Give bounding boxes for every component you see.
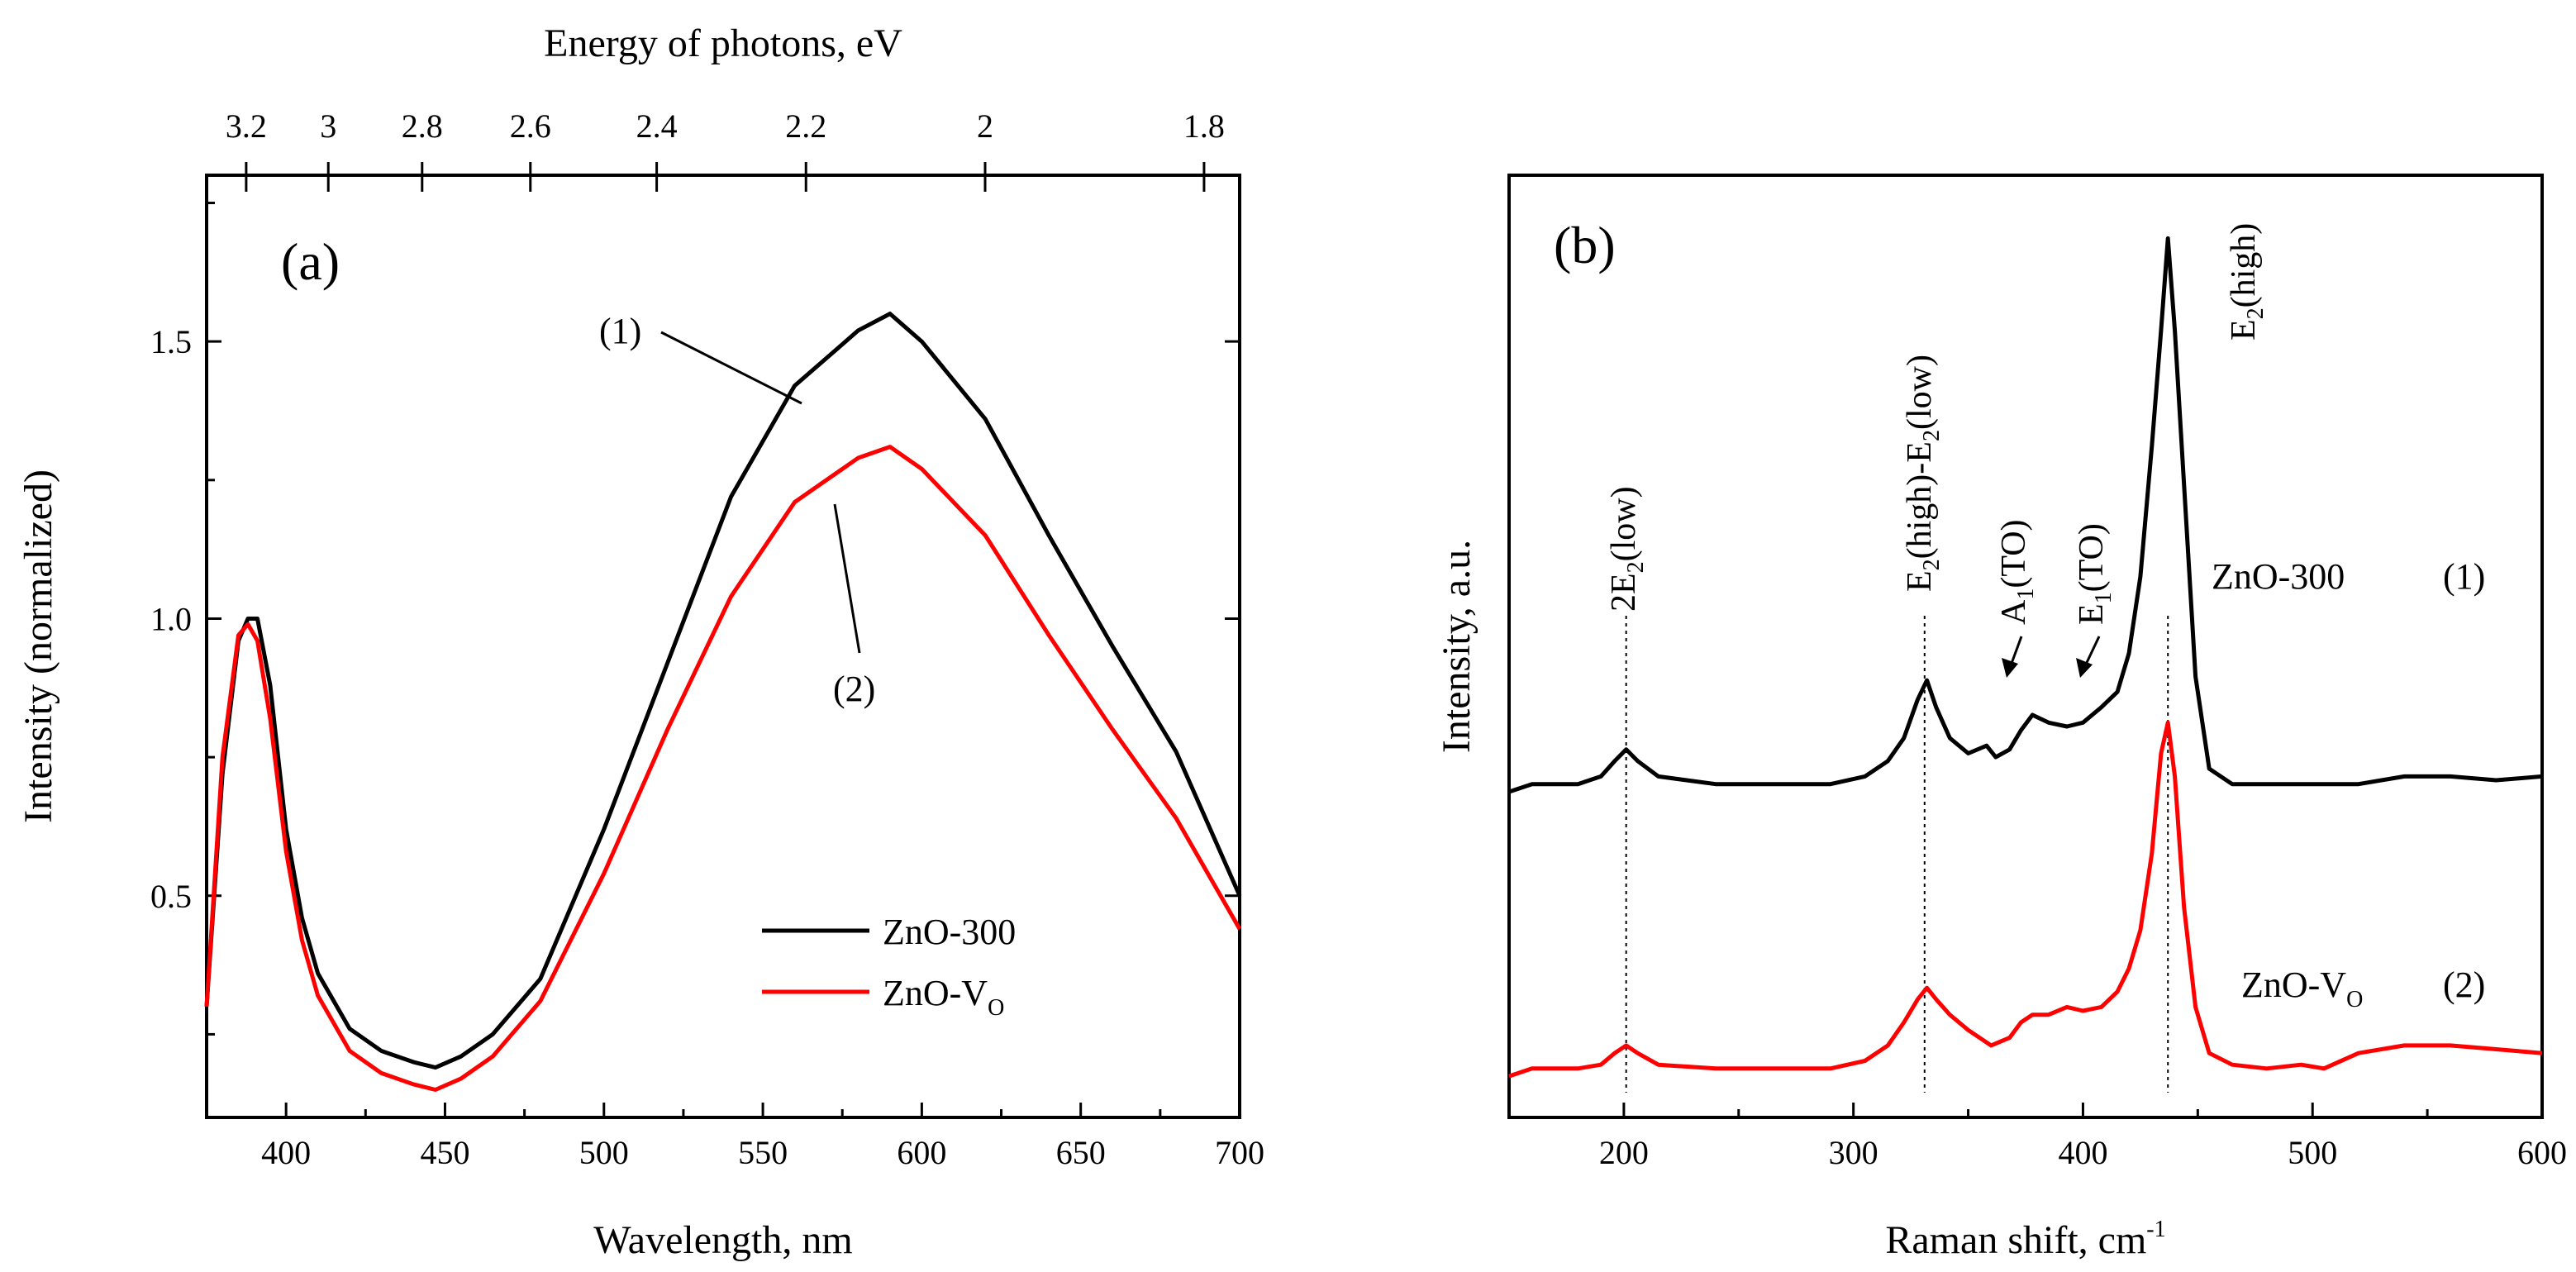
panel-b-x-axis-title-base: Raman shift, cm bbox=[1885, 1218, 2146, 1262]
a-xtick-label-450: 450 bbox=[420, 1134, 469, 1171]
mode-label-e2-high-base: E bbox=[2225, 319, 2263, 341]
panel-b-mode-lines bbox=[1625, 616, 2169, 1093]
mode-label-e2high-e2low-tail: (low) bbox=[1901, 355, 1939, 430]
panel-b-series-2-index: (2) bbox=[2443, 965, 2485, 1005]
mode-label-e1-to: E1(TO) bbox=[2073, 523, 2117, 625]
a-toptick-label-2.6: 2.6 bbox=[510, 107, 551, 145]
mode-label-e2high-e2low: E2(high)-E2(low) bbox=[1901, 355, 1945, 592]
panel-b-series-line-2 bbox=[1508, 720, 2543, 1079]
b-xtick-label-200: 200 bbox=[1599, 1134, 1649, 1171]
mode-label-e1-to-tail: (TO) bbox=[2073, 523, 2111, 592]
mode-label-a1-to-tail: (TO) bbox=[1995, 519, 2033, 588]
legend-label-zno-vo-sub: O bbox=[988, 995, 1004, 1021]
a-ytick-label-0.5: 0.5 bbox=[150, 878, 192, 915]
a-xtick-label-500: 500 bbox=[579, 1134, 629, 1171]
legend-label-zno-300: ZnO-300 bbox=[883, 912, 1016, 952]
panel-a-annotation-1-leader bbox=[660, 331, 802, 405]
mode-label-e2high-e2low-sub1: 2 bbox=[1919, 559, 1945, 570]
mode-label-2e2-low-base: 2E bbox=[1605, 573, 1643, 612]
a-toptick-label-2: 2 bbox=[977, 107, 993, 145]
a-xtick-label-700: 700 bbox=[1215, 1134, 1264, 1171]
legend-label-zno-vo: ZnO-VO bbox=[883, 973, 1004, 1021]
mode-label-e1-to-base: E bbox=[2073, 603, 2111, 625]
a-ytick-label-1: 1.0 bbox=[150, 600, 192, 637]
panel-b-series-line-1 bbox=[1508, 236, 2543, 794]
b-xtick-label-500: 500 bbox=[2288, 1134, 2337, 1171]
panel-b-y-axis-title: Intensity, a.u. bbox=[1435, 540, 1478, 753]
mode-label-e2-high-tail: (high) bbox=[2225, 223, 2263, 308]
mode-label-2e2-low-sub: 2 bbox=[1623, 561, 1649, 573]
panel-b-series-2-label-sub: O bbox=[2346, 987, 2363, 1012]
panel-a-series bbox=[204, 312, 1242, 1092]
b-xtick-label-400: 400 bbox=[2058, 1134, 2107, 1171]
arrow-e1-to-head bbox=[2076, 658, 2093, 678]
panel-a-frame bbox=[205, 174, 1241, 1119]
a-toptick-label-3: 3 bbox=[320, 107, 336, 145]
a-xtick-label-550: 550 bbox=[738, 1134, 788, 1171]
b-xtick-label-600: 600 bbox=[2517, 1134, 2567, 1171]
panel-a-y-ticks: 0.5 1.0 1.5 bbox=[150, 202, 1240, 1036]
panel-b-x-axis-title-sup: -1 bbox=[2146, 1217, 2165, 1242]
panel-a-series-line-1 bbox=[204, 312, 1242, 1070]
panel-a-x-ticks: 400 450 500 550 600 650 700 bbox=[261, 1103, 1264, 1171]
panel-b-series-1-index: (1) bbox=[2443, 556, 2485, 597]
panel-b: 200 300 400 500 600 Raman shift, cm-1 Intens… bbox=[1435, 174, 2567, 1262]
a-xtick-label-600: 600 bbox=[897, 1134, 946, 1171]
mode-label-e2-high: E2(high) bbox=[2225, 223, 2269, 341]
panel-a-top-axis-title: Energy of photons, eV bbox=[544, 21, 902, 65]
panel-a-annotation-2: (2) bbox=[833, 669, 875, 709]
mode-label-2e2-low: 2E2(low) bbox=[1605, 486, 1649, 612]
mode-label-e2high-e2low-sub2: 2 bbox=[1919, 430, 1945, 441]
arrow-a1-to-head bbox=[2002, 658, 2018, 678]
panel-b-series-2-label: ZnO-VO bbox=[2241, 965, 2363, 1012]
legend-label-zno-vo-base: ZnO-V bbox=[883, 973, 988, 1013]
mode-label-e2high-e2low-base: E bbox=[1901, 570, 1939, 592]
a-ytick-label-1.5: 1.5 bbox=[150, 323, 192, 360]
a-toptick-label-1.8: 1.8 bbox=[1183, 107, 1225, 145]
b-xtick-label-300: 300 bbox=[1829, 1134, 1878, 1171]
panel-a-annotation-1: (1) bbox=[599, 311, 641, 351]
a-toptick-label-3.2: 3.2 bbox=[226, 107, 267, 145]
a-xtick-label-400: 400 bbox=[261, 1134, 311, 1171]
mode-label-a1-to-base: A bbox=[1995, 599, 2033, 625]
a-xtick-label-650: 650 bbox=[1056, 1134, 1106, 1171]
mode-label-e2high-e2low-mid: (high)-E bbox=[1901, 441, 1939, 559]
mode-label-e1-to-sub: 1 bbox=[2091, 592, 2117, 603]
panel-b-label: (b) bbox=[1554, 216, 1616, 274]
panel-b-x-ticks: 200 300 400 500 600 bbox=[1599, 1103, 2567, 1171]
arrow-a1-to bbox=[2002, 636, 2023, 678]
panel-a-x-axis-title: Wavelength, nm bbox=[593, 1218, 852, 1262]
panel-b-series-2-label-base: ZnO-V bbox=[2241, 965, 2346, 1005]
panel-a-y-axis-title: Intensity (normalized) bbox=[17, 469, 60, 823]
panel-a-series-line-2 bbox=[204, 445, 1242, 1092]
panel-b-frame bbox=[1507, 174, 2544, 1119]
mode-label-a1-to-sub: 1 bbox=[2013, 588, 2039, 600]
panel-a-annotation-2-leader bbox=[833, 503, 861, 654]
arrow-e1-to bbox=[2076, 636, 2101, 678]
panel-a-top-ticks: 3.2 3 2.8 2.6 2.4 2.2 2 1.8 bbox=[226, 107, 1225, 192]
mode-label-e2-high-sub: 2 bbox=[2243, 307, 2269, 319]
a-toptick-label-2.8: 2.8 bbox=[402, 107, 443, 145]
a-toptick-label-2.4: 2.4 bbox=[636, 107, 678, 145]
mode-label-2e2-low-tail: (low) bbox=[1605, 486, 1643, 561]
mode-label-a1-to: A1(TO) bbox=[1995, 519, 2039, 625]
panel-a: 400 450 500 550 600 650 700 0.5 1.0 1.5 3.2 3 2.8 2… bbox=[17, 21, 1264, 1262]
panel-b-series bbox=[1508, 236, 2543, 1079]
a-toptick-label-2.2: 2.2 bbox=[785, 107, 826, 145]
panel-a-legend: ZnO-300 ZnO-VO bbox=[762, 912, 1016, 1021]
panel-b-x-axis-title: Raman shift, cm-1 bbox=[1885, 1217, 2165, 1262]
panel-b-series-1-label: ZnO-300 bbox=[2212, 556, 2345, 597]
panel-a-label: (a) bbox=[281, 232, 340, 291]
